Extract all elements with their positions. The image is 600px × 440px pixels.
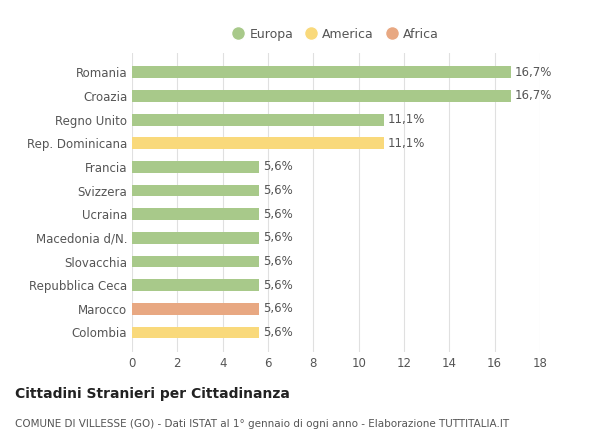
Text: 5,6%: 5,6% <box>263 302 293 315</box>
Bar <box>132 279 259 291</box>
Bar <box>132 326 259 338</box>
Text: 5,6%: 5,6% <box>263 208 293 221</box>
Text: 5,6%: 5,6% <box>263 279 293 292</box>
Text: 5,6%: 5,6% <box>263 255 293 268</box>
Bar <box>132 208 259 220</box>
Text: 16,7%: 16,7% <box>515 66 553 79</box>
Bar <box>132 114 383 125</box>
Text: 11,1%: 11,1% <box>388 113 425 126</box>
Text: Cittadini Stranieri per Cittadinanza: Cittadini Stranieri per Cittadinanza <box>15 387 290 401</box>
Legend: Europa, America, Africa: Europa, America, Africa <box>229 23 443 46</box>
Text: 5,6%: 5,6% <box>263 184 293 197</box>
Text: 5,6%: 5,6% <box>263 231 293 244</box>
Text: 5,6%: 5,6% <box>263 161 293 173</box>
Text: COMUNE DI VILLESSE (GO) - Dati ISTAT al 1° gennaio di ogni anno - Elaborazione T: COMUNE DI VILLESSE (GO) - Dati ISTAT al … <box>15 419 509 429</box>
Text: 16,7%: 16,7% <box>515 89 553 103</box>
Text: 5,6%: 5,6% <box>263 326 293 339</box>
Bar <box>132 232 259 244</box>
Bar <box>132 161 259 173</box>
Bar <box>132 90 511 102</box>
Bar <box>132 137 383 149</box>
Bar <box>132 256 259 268</box>
Bar <box>132 185 259 197</box>
Bar <box>132 66 511 78</box>
Text: 11,1%: 11,1% <box>388 137 425 150</box>
Bar <box>132 303 259 315</box>
